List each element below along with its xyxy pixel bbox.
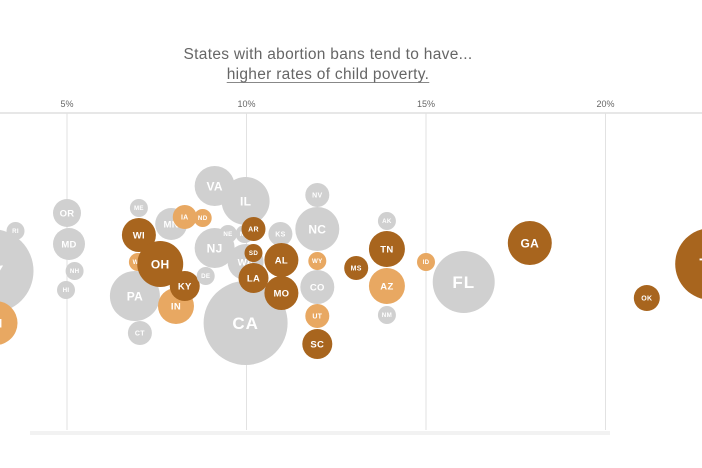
- bubble-label-sc: SC: [310, 339, 324, 350]
- bubble-nd: [193, 209, 212, 227]
- bubble-ia: [172, 205, 197, 229]
- bubble-ga: [507, 221, 552, 265]
- x-tick-label: 20%: [596, 99, 614, 109]
- bubble-ok: [633, 285, 660, 311]
- bubble-label-id: ID: [423, 259, 430, 266]
- bubble-or: [53, 199, 81, 227]
- bubble-label-nd: ND: [198, 215, 208, 222]
- bubble-sd: [244, 244, 263, 262]
- bubble-label-ny: NY: [0, 262, 4, 281]
- bubble-label-wi: WI: [133, 230, 145, 241]
- bubble-fl: [432, 251, 495, 313]
- bubble-ut: [305, 304, 330, 328]
- bubble-label-nh: NH: [70, 268, 80, 275]
- bubble-label-nv: NV: [312, 193, 322, 200]
- bubble-tn: [368, 231, 405, 267]
- bubble-tx: [675, 229, 702, 299]
- bubble-label-ar: AR: [248, 227, 259, 234]
- bubble-label-ms: MS: [351, 266, 362, 273]
- bubble-label-fl: FL: [452, 273, 475, 292]
- bubble-label-ct: CT: [135, 331, 145, 338]
- bubble-label-ks: KS: [275, 232, 285, 239]
- bubble-sc: [302, 329, 333, 359]
- bubble-label-ut: UT: [312, 314, 322, 321]
- bubble-la: [238, 263, 269, 293]
- bubble-id: [417, 253, 435, 271]
- bubble-ak: [377, 212, 396, 230]
- bubble-label-ri: RI: [12, 228, 19, 235]
- bubble-md: [53, 228, 85, 260]
- bubble-nm: [377, 306, 396, 324]
- bubble-label-or: OR: [60, 208, 75, 219]
- bubble-ms: [344, 256, 369, 280]
- bubble-label-pa: PA: [127, 289, 143, 303]
- bubble-label-az: AZ: [380, 281, 393, 292]
- bubble-hi: [57, 281, 75, 299]
- bubble-mi: [0, 301, 18, 345]
- bubble-label-ia: IA: [181, 215, 189, 222]
- bubble-label-wa: WA: [238, 257, 254, 268]
- x-tick-label: 15%: [417, 99, 435, 109]
- chart-title-line1: States with abortion bans tend to have..…: [183, 46, 473, 63]
- chart-title: States with abortion bans tend to have..…: [0, 45, 656, 85]
- bubble-az: [368, 268, 405, 304]
- bubble-label-hi: HI: [63, 287, 70, 294]
- bubble-ne: [219, 225, 238, 243]
- bubble-label-nj: NJ: [207, 241, 223, 255]
- bubble-label-il: IL: [240, 194, 251, 208]
- bubble-label-ky: KY: [178, 281, 192, 292]
- bubble-al: [264, 243, 299, 277]
- bubble-de: [196, 267, 215, 285]
- bubble-oh: [137, 241, 184, 287]
- bubble-ri: [6, 222, 25, 240]
- bubble-label-in: IN: [171, 301, 181, 312]
- bubble-label-ok: OK: [641, 296, 652, 303]
- bubble-ct: [127, 321, 152, 345]
- bubble-label-mi: MI: [0, 316, 2, 330]
- bubble-label-nm: NM: [382, 312, 392, 319]
- bubble-label-co: CO: [310, 282, 325, 293]
- bubble-nc: [295, 207, 340, 251]
- bubble-wy: [308, 252, 327, 270]
- bubble-label-me: ME: [134, 205, 144, 212]
- bubble-label-mn: MN: [164, 219, 179, 230]
- bubble-label-wy: WY: [312, 258, 323, 265]
- bubble-label-ga: GA: [520, 236, 539, 250]
- bubble-ar: [241, 217, 266, 241]
- bubble-label-sd: SD: [249, 250, 258, 257]
- bubble-ks: [268, 222, 293, 246]
- bubble-nh: [65, 262, 84, 280]
- bubble-wi: [121, 218, 156, 252]
- bubble-ky: [169, 271, 200, 301]
- x-tick-label: 10%: [237, 99, 255, 109]
- chart-title-line2: higher rates of child poverty.: [226, 66, 430, 83]
- bubble-label-mo: MO: [273, 288, 289, 299]
- bubble-label-tx: TX: [699, 255, 702, 274]
- bubble-il: [221, 177, 270, 225]
- bubble-label-la: LA: [247, 273, 260, 284]
- bubble-label-md: MD: [61, 239, 76, 250]
- bubble-nv: [305, 183, 330, 207]
- bubble-ca: [203, 281, 288, 365]
- bubble-mo: [264, 276, 299, 310]
- bubble-label-ca: CA: [232, 314, 259, 333]
- bubble-pa: [109, 271, 160, 321]
- bubble-label-ak: AK: [382, 218, 392, 225]
- bubble-co: [300, 270, 335, 304]
- bubble-label-nc: NC: [308, 222, 326, 236]
- bubble-label-va: VA: [206, 179, 222, 193]
- bubble-label-tn: TN: [380, 244, 393, 255]
- bubble-label-oh: OH: [151, 257, 170, 271]
- bubble-label-ne: NE: [223, 231, 232, 238]
- baseline-shadow: [30, 431, 610, 435]
- bubble-ny: [0, 229, 34, 313]
- bubble-label-al: AL: [275, 255, 288, 266]
- bubble-label-de: DE: [201, 273, 210, 280]
- x-tick-label: 5%: [60, 99, 73, 109]
- bubble-me: [129, 199, 148, 217]
